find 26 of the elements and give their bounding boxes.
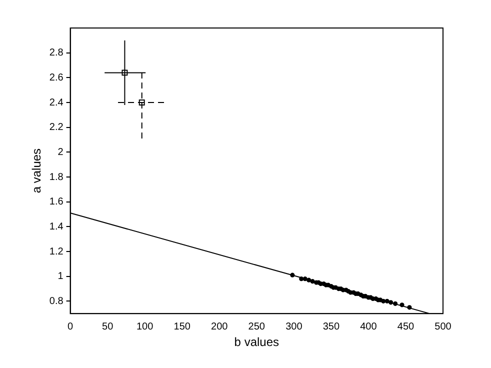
x-tick-label: 250 xyxy=(248,321,266,332)
y-tick-label: 2.6 xyxy=(49,72,64,84)
y-tick-label: 1.4 xyxy=(49,221,64,232)
x-tick-label: 350 xyxy=(322,321,340,332)
x-tick-label: 0 xyxy=(68,321,74,332)
y-tick-label: 0.8 xyxy=(49,296,64,307)
y-tick-label: 1.6 xyxy=(49,196,64,208)
y-tick-label: 1.8 xyxy=(49,172,64,183)
y-tick-label: 2.2 xyxy=(49,122,64,134)
x-axis-title: b values xyxy=(234,335,279,350)
y-tick-label: 1.2 xyxy=(49,246,64,258)
x-tick-label: 500 xyxy=(434,321,452,332)
point xyxy=(138,100,145,106)
y-tick-label: 1 xyxy=(58,271,64,282)
x-tick-label: 450 xyxy=(397,321,415,332)
x-tick-label: 100 xyxy=(136,321,154,332)
x-tick-label: 50 xyxy=(102,321,114,332)
y-tick-label: 2.4 xyxy=(49,97,64,108)
x-tick-label: 400 xyxy=(360,321,378,332)
x-tick-label: 200 xyxy=(211,321,228,332)
x-tick-label: 300 xyxy=(286,321,303,332)
y-tick-label: 2.8 xyxy=(49,48,64,59)
x-tick-label: 150 xyxy=(174,321,191,332)
point xyxy=(122,70,128,76)
y-axis-title: a values xyxy=(30,148,44,194)
y-tick-label: 2 xyxy=(58,146,64,158)
